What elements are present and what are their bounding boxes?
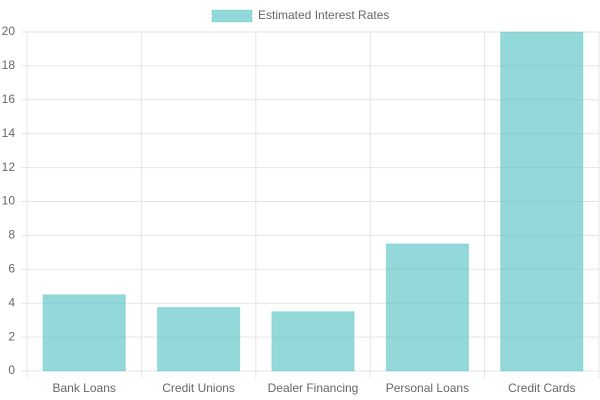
y-tick-label: 18 [2,58,16,72]
y-tick-label: 0 [8,363,15,377]
legend-label: Estimated Interest Rates [258,8,389,22]
bar [156,306,241,372]
x-tick-label: Credit Cards [508,381,575,395]
legend-swatch [211,9,253,23]
x-tick-label: Personal Loans [386,381,469,395]
bar [385,243,470,372]
y-tick-label: 10 [2,194,16,208]
bar [42,294,126,372]
y-tick-label: 14 [2,126,16,140]
x-tick-label: Dealer Financing [268,381,359,395]
x-tick-label: Credit Unions [162,381,235,395]
bar [500,31,584,372]
y-tick-label: 12 [2,160,16,174]
y-tick-label: 16 [2,92,16,106]
y-tick-label: 8 [8,228,15,242]
x-tick-label: Bank Loans [53,381,116,395]
y-tick-label: 4 [8,295,15,309]
y-tick-label: 6 [8,261,15,275]
y-tick-label: 2 [8,329,15,343]
y-tick-label: 20 [2,24,16,38]
bar [271,311,355,372]
